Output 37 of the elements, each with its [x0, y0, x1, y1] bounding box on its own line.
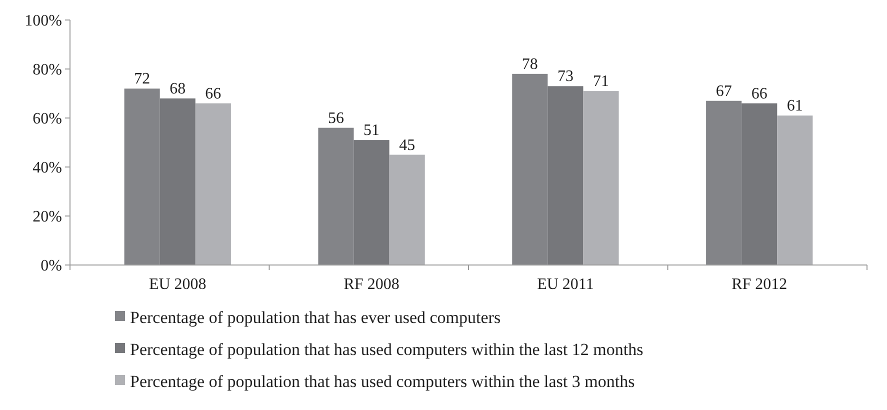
bar — [512, 74, 548, 265]
bar — [742, 103, 778, 265]
legend-label: Percentage of population that has used computers within the last 12 months — [130, 340, 644, 359]
bar — [548, 86, 584, 265]
data-label: 61 — [786, 98, 803, 115]
bar — [318, 128, 354, 265]
y-tick-label: 0% — [40, 258, 62, 275]
bar — [195, 103, 231, 265]
y-tick-label: 80% — [32, 62, 62, 79]
data-label: 68 — [170, 80, 186, 98]
x-tick-label: RF 2008 — [344, 276, 400, 293]
data-label: 66 — [205, 85, 222, 102]
data-label: 45 — [399, 136, 416, 154]
bar — [160, 98, 196, 265]
data-label: 71 — [593, 73, 610, 90]
bar — [354, 140, 390, 265]
bar — [124, 88, 160, 265]
y-tick-label: 40% — [32, 160, 62, 177]
data-label: 51 — [364, 122, 380, 140]
data-label: 66 — [751, 85, 768, 102]
data-label: 72 — [134, 70, 150, 88]
bar — [389, 154, 425, 265]
bar — [777, 116, 813, 265]
x-tick-label: EU 2011 — [537, 276, 594, 293]
y-tick-label: 20% — [32, 208, 62, 226]
y-tick-label: 100% — [24, 12, 62, 30]
y-tick-label: 60% — [32, 110, 62, 128]
legend-label: Percentage of population that has ever used computers — [130, 308, 501, 327]
data-label: 56 — [328, 110, 344, 127]
x-tick-label: EU 2008 — [148, 276, 206, 293]
x-tick-label: RF 2012 — [732, 276, 788, 293]
bar — [706, 100, 742, 265]
data-label: 73 — [557, 68, 574, 86]
data-label: 67 — [716, 82, 732, 100]
bar — [583, 91, 619, 265]
legend-label: Percentage of population that has used computers within the last 3 months — [130, 372, 635, 391]
data-label: 78 — [522, 56, 538, 73]
